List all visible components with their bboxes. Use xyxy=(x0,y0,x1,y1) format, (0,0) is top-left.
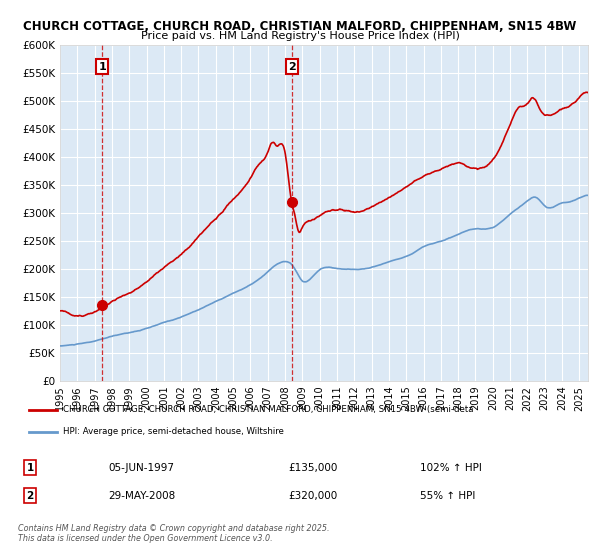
Text: 55% ↑ HPI: 55% ↑ HPI xyxy=(420,491,475,501)
Text: 102% ↑ HPI: 102% ↑ HPI xyxy=(420,463,482,473)
Text: 1: 1 xyxy=(26,463,34,473)
Text: £135,000: £135,000 xyxy=(288,463,337,473)
Text: 2: 2 xyxy=(288,62,296,72)
Text: £320,000: £320,000 xyxy=(288,491,337,501)
Text: 05-JUN-1997: 05-JUN-1997 xyxy=(108,463,174,473)
Text: 2: 2 xyxy=(26,491,34,501)
Text: 29-MAY-2008: 29-MAY-2008 xyxy=(108,491,175,501)
Text: HPI: Average price, semi-detached house, Wiltshire: HPI: Average price, semi-detached house,… xyxy=(63,427,284,436)
Text: Contains HM Land Registry data © Crown copyright and database right 2025.
This d: Contains HM Land Registry data © Crown c… xyxy=(18,524,329,543)
Text: 1: 1 xyxy=(98,62,106,72)
Text: Price paid vs. HM Land Registry's House Price Index (HPI): Price paid vs. HM Land Registry's House … xyxy=(140,31,460,41)
Text: CHURCH COTTAGE, CHURCH ROAD, CHRISTIAN MALFORD, CHIPPENHAM, SN15 4BW (semi-deta: CHURCH COTTAGE, CHURCH ROAD, CHRISTIAN M… xyxy=(63,405,473,414)
Text: CHURCH COTTAGE, CHURCH ROAD, CHRISTIAN MALFORD, CHIPPENHAM, SN15 4BW: CHURCH COTTAGE, CHURCH ROAD, CHRISTIAN M… xyxy=(23,20,577,32)
